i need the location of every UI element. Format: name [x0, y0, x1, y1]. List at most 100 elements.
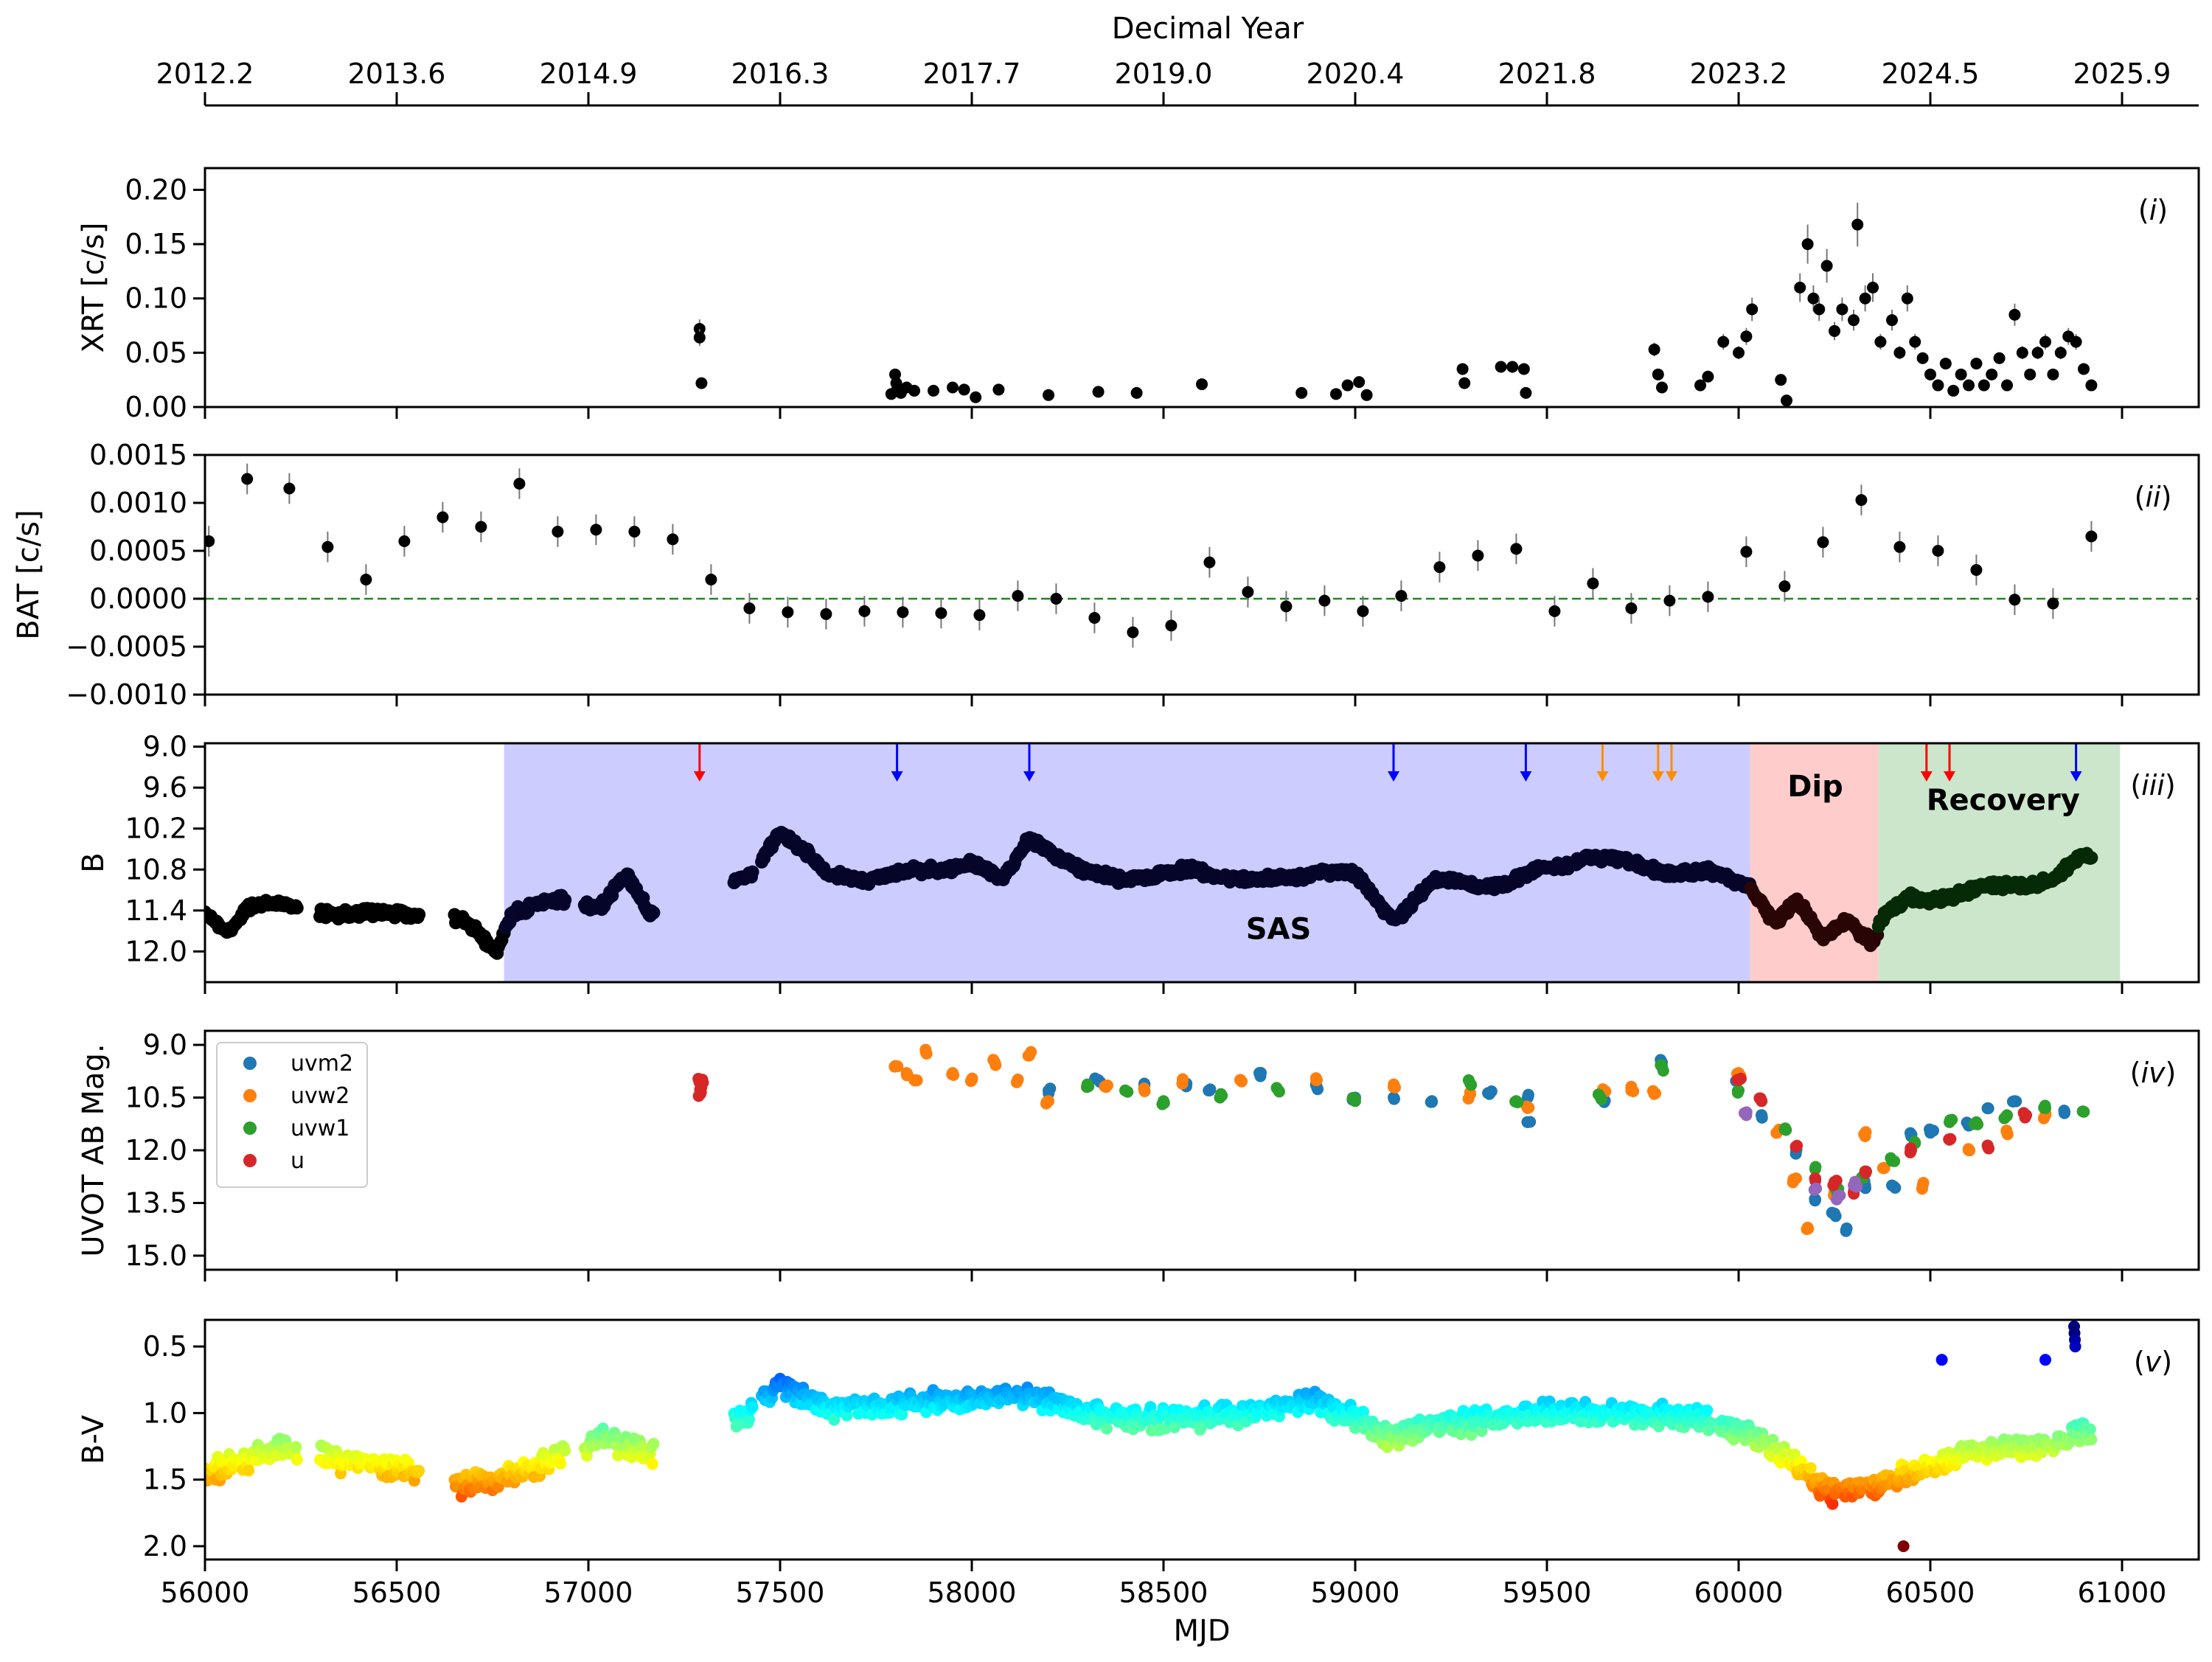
- data-point: [1867, 282, 1879, 293]
- b-mag-point: [745, 865, 759, 879]
- bv-point: [2085, 1433, 2098, 1446]
- uvot-point-uvw2: [1649, 1087, 1662, 1099]
- panel-tag-roman: iii: [2141, 769, 2165, 802]
- data-point: [398, 535, 411, 547]
- uvot-point-uvw2: [2000, 1124, 2013, 1137]
- bv-point: [492, 1481, 504, 1493]
- bv-point: [828, 1414, 841, 1426]
- event-arrow-head: [1023, 771, 1035, 782]
- data-point: [1663, 594, 1676, 607]
- bv-point: [1465, 1429, 1478, 1442]
- data-point: [2016, 347, 2028, 359]
- bv-point: [1897, 1540, 1910, 1552]
- data-point: [1495, 361, 1507, 373]
- event-arrow-head: [1520, 771, 1532, 782]
- uvot-point-u: [1860, 1166, 1872, 1179]
- data-point: [1656, 381, 1668, 394]
- data-point: [1050, 593, 1062, 605]
- bv-point: [559, 1444, 571, 1457]
- y-axis-label: XRT [c/s]: [77, 223, 111, 353]
- x-tick-label: 58500: [1119, 1576, 1208, 1609]
- panel-ii: −0.0010 −0.0005 0.0000 0.0005 0.0010 0.0015 BA…: [12, 439, 2200, 711]
- top-axis-tick-label: 2021.8: [1498, 58, 1596, 90]
- top-axis-tick-label: 2020.4: [1307, 58, 1405, 90]
- uvot-point-uvm2: [1388, 1093, 1400, 1105]
- data-point: [1353, 376, 1366, 389]
- data-point: [590, 524, 602, 536]
- uvot-point-uvm2: [1425, 1096, 1437, 1108]
- data-point: [973, 609, 986, 622]
- data-point: [1801, 238, 1814, 251]
- data-point: [1963, 379, 1975, 392]
- uvot-point-uvw1: [1509, 1096, 1522, 1108]
- data-point: [1702, 370, 1714, 383]
- data-point: [2024, 368, 2037, 380]
- event-arrow-head: [1596, 771, 1609, 782]
- data-point: [1395, 590, 1408, 602]
- uvot-point-uvw2: [1177, 1073, 1189, 1085]
- data-point: [1970, 358, 1983, 370]
- panel-i: 0.00 0.05 0.10 0.15 0.20 XRT [c/s] (i): [77, 167, 2200, 423]
- y-tick-label: 0.05: [125, 336, 187, 369]
- uvot-point-uvw1: [1156, 1098, 1169, 1110]
- data-point: [1330, 388, 1342, 400]
- y-tick-label: 0.15: [125, 228, 187, 260]
- uvot-point-uvw2: [1236, 1075, 1248, 1088]
- data-point: [1813, 303, 1826, 316]
- uvot-point-uvw2: [1012, 1073, 1024, 1085]
- uvot-point-uvw2: [1625, 1080, 1638, 1093]
- uvot-point-uvw1: [1968, 1118, 1980, 1130]
- event-arrow-head: [1666, 771, 1677, 782]
- y-axis-label: B-V: [77, 1414, 111, 1464]
- bv-point: [1826, 1498, 1839, 1510]
- event-arrow-head: [693, 771, 706, 782]
- uvot-point-uvm2: [1809, 1193, 1821, 1206]
- uvot-point-u: [1943, 1133, 1955, 1146]
- data-point: [2054, 347, 2067, 359]
- data-point: [1652, 368, 1664, 380]
- data-point: [2085, 530, 2098, 543]
- data-point: [1196, 378, 1208, 391]
- data-point: [958, 383, 970, 396]
- uvot-point-uvw2: [920, 1048, 933, 1060]
- uvot-point-uvw2: [891, 1060, 904, 1073]
- data-point: [908, 384, 920, 397]
- data-point: [743, 602, 756, 614]
- uvot-point-uvm2: [1981, 1102, 1994, 1115]
- uvot-point-uvm2: [2010, 1095, 2023, 1108]
- data-point: [1901, 292, 1913, 305]
- x-axis-title: MJD: [1173, 1614, 1230, 1648]
- data-point: [1820, 260, 1833, 272]
- data-point: [1817, 536, 1829, 549]
- x-tick-label: 60000: [1694, 1576, 1784, 1609]
- x-tick-label: 56500: [352, 1576, 442, 1609]
- data-point: [693, 331, 706, 344]
- data-point: [2008, 308, 2021, 321]
- y-tick-label: 0.0000: [89, 583, 187, 615]
- bv-point: [1194, 1421, 1207, 1433]
- y-tick-label: 10.8: [125, 853, 187, 886]
- bv-point: [612, 1449, 625, 1461]
- data-point: [437, 511, 449, 524]
- y-tick-label: −0.0005: [66, 630, 187, 663]
- uvot-point-uvw2: [1040, 1096, 1053, 1108]
- data-point: [667, 533, 679, 546]
- y-tick-label: 0.5: [143, 1330, 187, 1363]
- uvot-point-u: [1753, 1092, 1766, 1105]
- uvot-point-uvw2: [1858, 1128, 1871, 1141]
- bv-point: [647, 1438, 660, 1450]
- bv-point: [1169, 1421, 1181, 1433]
- x-tick-label: 58000: [928, 1576, 1017, 1609]
- x-tick-label: 59500: [1503, 1576, 1592, 1609]
- uvot-point-u: [1905, 1142, 1917, 1155]
- y-tick-label: 15.0: [125, 1239, 187, 1272]
- uvot-point-u: [1791, 1139, 1804, 1152]
- y-tick-label: 0.0010: [89, 487, 187, 519]
- data-point: [1472, 549, 1484, 562]
- data-point: [2047, 368, 2059, 380]
- data-point: [2001, 379, 2013, 392]
- data-point: [1939, 358, 1952, 370]
- uvot-point-uvm2: [1255, 1067, 1267, 1079]
- data-point: [992, 383, 1005, 396]
- y-axis-label: B: [77, 852, 111, 872]
